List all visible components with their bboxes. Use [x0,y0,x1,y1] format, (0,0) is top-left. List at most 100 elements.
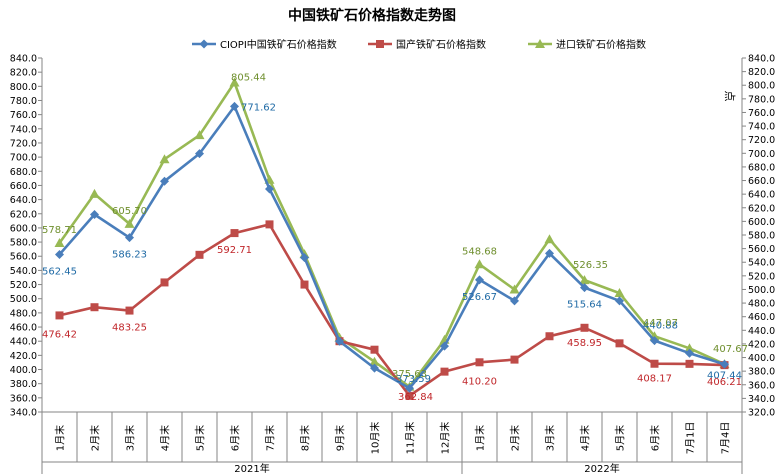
left-axis-tick-label: 680.0 [10,167,37,178]
square-marker [615,339,624,348]
triangle-marker [229,77,240,87]
triangle-marker [535,39,545,48]
x-tick-label: 11月末 [404,422,417,455]
triangle-marker [54,237,65,247]
right-axis-tick-label: 760.0 [748,108,775,119]
triangle-marker [159,154,170,164]
x-tick-label: 2月末 [89,425,102,451]
diamond-marker [475,275,484,285]
series-line [58,105,725,390]
data-label: 407.67 [713,344,748,355]
left-axis-tick-label: 520.0 [10,280,37,291]
triangle-marker [579,275,590,285]
square-marker [510,355,519,364]
x-tick-label: 5月末 [614,425,627,451]
square-marker [55,311,64,320]
square-marker [370,345,379,354]
diamond-marker [545,248,554,258]
left-axis-tick-label: 840.0 [10,54,37,65]
diamond-marker [55,250,64,260]
right-axis-tick-label: 700.0 [748,149,775,160]
left-axis-tick-label: 440.0 [10,337,37,348]
square-marker [125,306,134,315]
x-tick-label: 6月末 [229,425,242,451]
left-axis-tick-label: 720.0 [10,138,37,149]
left-axis-tick-label: 480.0 [10,308,37,319]
right-axis-unit-label: 点 [723,91,736,102]
left-axis-tick-label: 560.0 [10,252,37,263]
square-marker [300,280,309,289]
data-label: 447.07 [643,318,678,329]
data-label: 586.23 [112,250,147,261]
triangle-marker [194,130,205,140]
left-axis-tick-label: 800.0 [10,82,37,93]
right-axis-tick-label: 740.0 [748,122,775,133]
right-axis-tick-label: 840.0 [748,54,775,65]
data-labels: 562.45 586.23 771.62 373.59 526.67 515.64 440.… [42,72,748,402]
x-tick-label: 9月末 [334,425,347,451]
x-tick-label: 1月末 [54,425,67,451]
left-axis-tick-label: 580.0 [10,238,37,249]
square-marker [650,359,659,368]
data-label: 373.59 [396,374,431,385]
left-axis-tick-label: 760.0 [10,110,37,121]
right-axis-tick-label: 800.0 [748,81,775,92]
x-tick-label: 7月1日 [685,422,697,455]
data-label: 578.71 [42,225,77,236]
data-label: 458.95 [567,338,602,349]
data-label: 592.71 [217,245,252,256]
diamond-marker [300,253,309,263]
diamond-marker [265,184,274,194]
right-axis-tick-label: 820.0 [748,67,775,78]
diamond-marker [650,336,659,346]
square-marker [376,40,384,48]
diamond-marker [405,383,414,393]
data-label: 562.45 [42,267,77,278]
square-marker [265,220,274,229]
square-marker [405,391,414,400]
data-label: 771.62 [241,102,276,113]
left-axis-tick-label: 540.0 [10,266,37,277]
data-label: 805.44 [231,72,266,83]
left-axis-tick-label: 780.0 [10,96,37,107]
data-label: 526.67 [462,292,497,303]
diamond-marker [90,209,99,219]
right-axis-tick-label: 440.0 [748,326,775,337]
x-tick-label: 12月末 [439,422,452,455]
data-label: 515.64 [567,300,602,311]
x-tick-label: 7月末 [264,425,277,451]
plot-area [54,77,730,400]
right-axis-tick-label: 660.0 [748,176,775,187]
right-axis-tick-label: 640.0 [748,190,775,201]
legend-label: CIOPI中国铁矿石价格指数 [220,38,337,51]
legend-label: 国产铁矿石价格指数 [396,38,486,51]
triangle-marker [369,356,380,366]
data-label: 410.20 [462,376,497,387]
series-line [58,81,726,389]
data-label: 407.44 [707,370,742,381]
left-axis-tick-label: 600.0 [10,223,37,234]
right-axis-tick-label: 580.0 [748,231,775,242]
legend-label: 进口铁矿石价格指数 [556,38,646,51]
square-marker [230,229,239,238]
square-marker [685,359,694,368]
left-axis-tick-label: 500.0 [10,294,37,305]
right-axis-tick-label: 560.0 [748,244,775,255]
right-axis-tick-label: 380.0 [748,367,775,378]
x-tick-label: 10月末 [369,422,382,455]
right-axis-tick-label: 360.0 [748,380,775,391]
data-label: 476.42 [42,329,77,340]
right-axis-tick-label: 500.0 [748,285,775,296]
diamond-marker [199,39,209,49]
right-axis-tick-label: 720.0 [748,135,775,146]
left-axis-tick-label: 660.0 [10,181,37,192]
left-axis-tick-label: 400.0 [10,365,37,376]
x-tick-label: 1月末 [474,425,487,451]
right-axis-tick-label: 620.0 [748,203,775,214]
diamond-marker [615,296,624,306]
triangle-marker [614,288,625,298]
left-axis-tick-label: 640.0 [10,195,37,206]
right-axis-tick-label: 780.0 [748,94,775,105]
x-tick-label: 5月末 [194,425,207,451]
